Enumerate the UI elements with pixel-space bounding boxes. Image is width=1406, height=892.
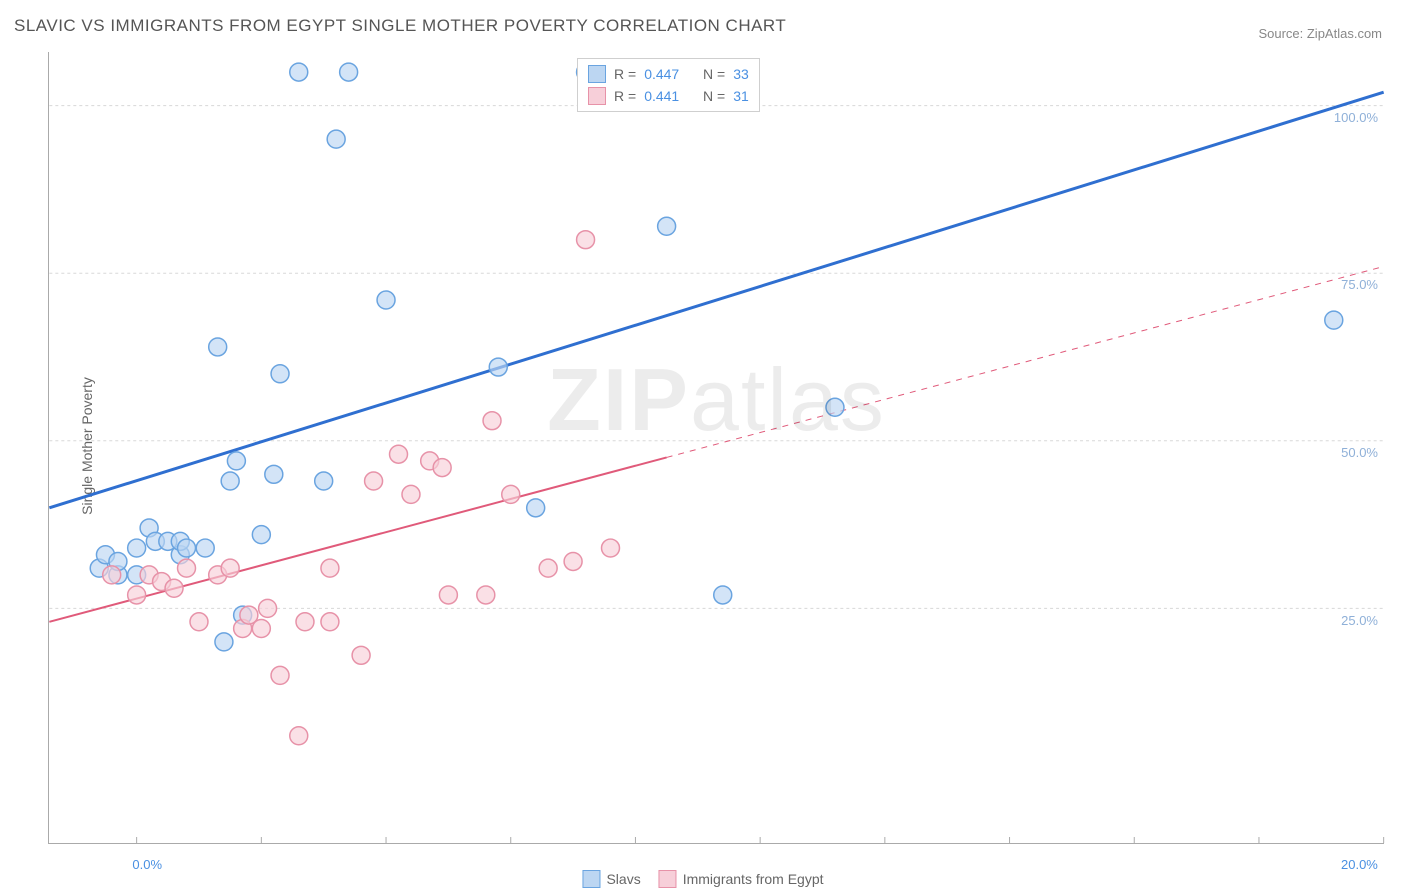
legend-swatch [588, 65, 606, 83]
data-point [209, 338, 227, 356]
data-point [190, 613, 208, 631]
data-point [402, 485, 420, 503]
data-point [352, 646, 370, 664]
data-point [714, 586, 732, 604]
data-point [658, 217, 676, 235]
data-point [340, 63, 358, 81]
chart-container: SLAVIC VS IMMIGRANTS FROM EGYPT SINGLE M… [0, 0, 1406, 892]
data-point [477, 586, 495, 604]
data-point [128, 539, 146, 557]
legend-row: R = 0.441 N = 31 [588, 85, 749, 107]
r-label: R = [614, 85, 636, 107]
n-value: 31 [733, 85, 749, 107]
data-point [128, 586, 146, 604]
r-label: R = [614, 63, 636, 85]
data-point [1325, 311, 1343, 329]
data-point [103, 566, 121, 584]
data-point [539, 559, 557, 577]
legend-item: Slavs [582, 870, 640, 888]
data-point [327, 130, 345, 148]
plot-area: ZIPatlas R =0.447 N =33R =0.441 N =31 25… [48, 52, 1384, 844]
data-point [577, 231, 595, 249]
plot-svg [49, 52, 1384, 843]
y-tick-label: 25.0% [1341, 613, 1378, 628]
legend-item: Immigrants from Egypt [659, 870, 824, 888]
data-point [252, 526, 270, 544]
x-tick-label: 0.0% [132, 857, 162, 872]
data-point [489, 358, 507, 376]
y-tick-label: 100.0% [1334, 110, 1378, 125]
y-tick-label: 75.0% [1341, 277, 1378, 292]
data-point [602, 539, 620, 557]
data-point [178, 559, 196, 577]
r-value: 0.441 [644, 85, 679, 107]
x-tick-label: 20.0% [1341, 857, 1378, 872]
r-value: 0.447 [644, 63, 679, 85]
data-point [321, 613, 339, 631]
data-point [502, 485, 520, 503]
data-point [315, 472, 333, 490]
n-label: N = [703, 85, 725, 107]
data-point [259, 599, 277, 617]
data-point [221, 472, 239, 490]
data-point [271, 666, 289, 684]
correlation-legend: R = 0.447 N = 33 R = 0.441 N = 31 [577, 58, 760, 112]
data-point [564, 552, 582, 570]
data-point [527, 499, 545, 517]
data-point [196, 539, 214, 557]
series-legend: Slavs Immigrants from Egypt [582, 870, 823, 888]
y-tick-label: 50.0% [1341, 445, 1378, 460]
data-point [165, 579, 183, 597]
data-point [290, 727, 308, 745]
data-point [439, 586, 457, 604]
data-point [221, 559, 239, 577]
legend-row: R = 0.447 N = 33 [588, 63, 749, 85]
data-point [215, 633, 233, 651]
regression-line [49, 92, 1383, 508]
legend-swatch [588, 87, 606, 105]
data-point [433, 459, 451, 477]
data-point [296, 613, 314, 631]
data-point [390, 445, 408, 463]
source-label: Source: ZipAtlas.com [1258, 26, 1382, 41]
data-point [377, 291, 395, 309]
data-point [265, 465, 283, 483]
n-label: N = [703, 63, 725, 85]
data-point [271, 365, 289, 383]
legend-label: Immigrants from Egypt [683, 871, 824, 887]
legend-swatch [582, 870, 600, 888]
data-point [365, 472, 383, 490]
legend-label: Slavs [606, 871, 640, 887]
legend-swatch [659, 870, 677, 888]
n-value: 33 [733, 63, 749, 85]
data-point [290, 63, 308, 81]
data-point [483, 412, 501, 430]
data-point [321, 559, 339, 577]
data-point [227, 452, 245, 470]
data-point [826, 398, 844, 416]
data-point [178, 539, 196, 557]
chart-title: SLAVIC VS IMMIGRANTS FROM EGYPT SINGLE M… [14, 16, 786, 36]
regression-line-dashed [667, 267, 1384, 458]
data-point [252, 620, 270, 638]
